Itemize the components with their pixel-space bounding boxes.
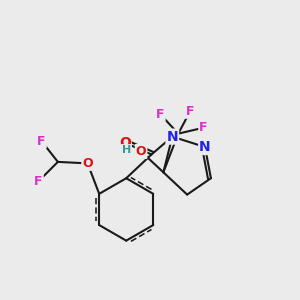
Text: N: N [167, 130, 178, 144]
Text: N: N [199, 140, 211, 154]
Text: O: O [82, 157, 93, 170]
Text: F: F [37, 135, 46, 148]
Text: O: O [119, 136, 131, 150]
Text: F: F [156, 108, 165, 121]
Text: O: O [136, 145, 146, 158]
Text: F: F [34, 175, 43, 188]
Text: F: F [186, 105, 194, 118]
Text: F: F [199, 121, 208, 134]
Text: H: H [122, 145, 131, 155]
